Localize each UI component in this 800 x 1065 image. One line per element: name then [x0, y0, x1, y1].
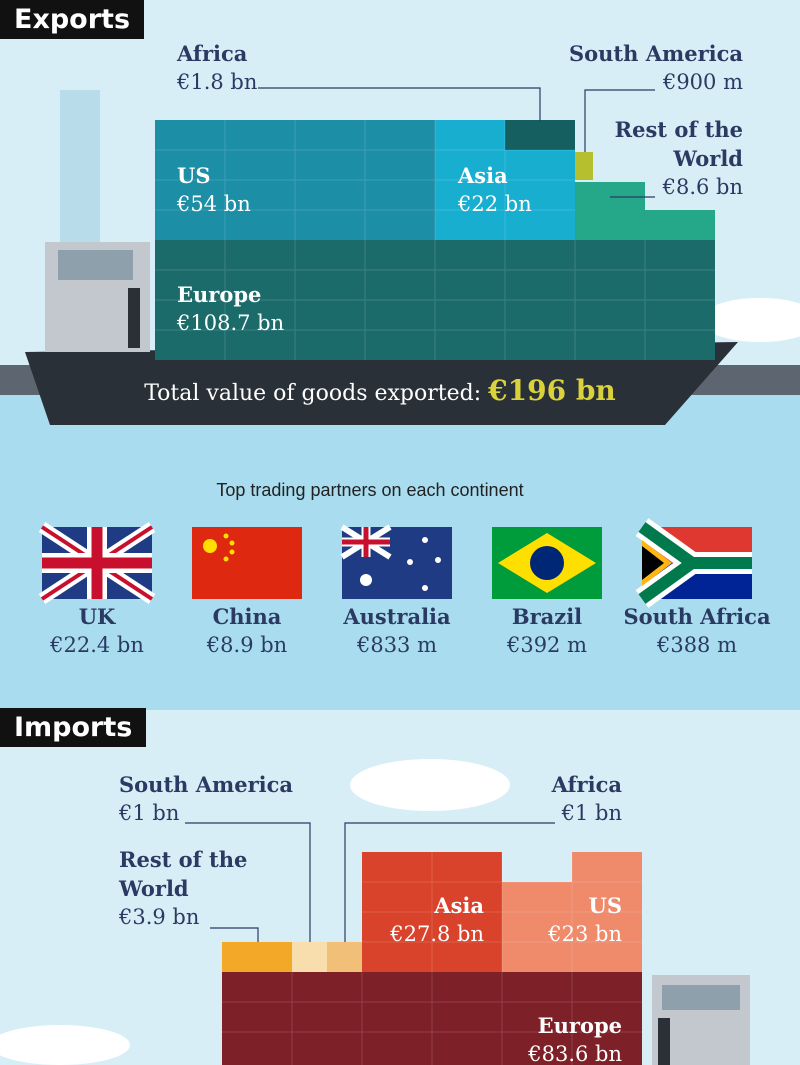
- text: Asia: [434, 893, 484, 918]
- flag-south-africa: [635, 518, 752, 608]
- text: US: [177, 163, 211, 188]
- text: South America: [119, 772, 294, 797]
- partners-title: Top trading partners on each continent: [216, 480, 524, 500]
- text: €83.6 bn: [528, 1042, 622, 1065]
- text: Africa: [551, 772, 622, 797]
- text: €22 bn: [458, 192, 532, 216]
- region-label: Rest of the World €8.6 bn: [600, 115, 743, 202]
- text: €54 bn: [177, 192, 251, 216]
- text: Asia: [458, 163, 508, 188]
- region-label: South America €900 m: [543, 39, 743, 97]
- text: US: [588, 893, 622, 918]
- flag-uk: [38, 521, 156, 605]
- region-label: Rest of the World €3.9 bn: [119, 845, 249, 932]
- partner: Australia €833 m: [322, 602, 472, 660]
- region-label: Asia €27.8 bn: [362, 891, 484, 949]
- region-label: South America €1 bn: [119, 770, 293, 828]
- text: €3.9 bn: [119, 905, 200, 929]
- text: €833 m: [356, 633, 438, 657]
- text: China: [212, 604, 282, 629]
- flag-china: [192, 527, 302, 599]
- section-title: Exports: [0, 0, 145, 39]
- text: Europe: [177, 282, 262, 307]
- region-label: Africa €1.8 bn: [177, 39, 257, 97]
- text: €22.4 bn: [50, 633, 144, 657]
- region-label: US €54 bn: [177, 161, 251, 219]
- text: Africa: [177, 41, 248, 66]
- text: €8.9 bn: [206, 633, 288, 657]
- section-title: Imports: [0, 708, 147, 747]
- text: €108.7 bn: [177, 311, 285, 335]
- text: Rest of the World: [119, 847, 248, 901]
- region-label: Asia €22 bn: [458, 161, 532, 219]
- text: Europe: [537, 1013, 622, 1038]
- region-label: Europe €108.7 bn: [177, 280, 284, 338]
- text: €8.6 bn: [662, 175, 743, 199]
- partner: UK €22.4 bn: [22, 602, 172, 660]
- region-label: US €23 bn: [502, 891, 622, 949]
- text: South America: [568, 41, 743, 66]
- partner: Brazil €392 m: [472, 602, 622, 660]
- text: €392 m: [506, 633, 588, 657]
- text: Total value of goods exported:: [144, 381, 482, 406]
- flag-australia: [340, 524, 452, 599]
- text: South Africa: [623, 604, 771, 629]
- text: €196 bn: [488, 374, 616, 407]
- text: €900 m: [662, 70, 743, 94]
- text: €1.8 bn: [177, 70, 258, 94]
- text: €1 bn: [119, 801, 180, 825]
- partner: South Africa €388 m: [620, 602, 774, 660]
- partner: China €8.9 bn: [172, 602, 322, 660]
- text: €27.8 bn: [390, 922, 484, 946]
- text: Australia: [343, 604, 451, 629]
- flag-brazil: [492, 527, 602, 599]
- region-label: Africa €1 bn: [450, 770, 622, 828]
- text: UK: [78, 604, 116, 629]
- text: €388 m: [656, 633, 738, 657]
- text: €23 bn: [548, 922, 622, 946]
- text: €1 bn: [561, 801, 622, 825]
- text: Rest of the World: [614, 117, 743, 171]
- text: Brazil: [511, 604, 583, 629]
- total: Total value of goods exported: €196 bn: [0, 374, 760, 407]
- region-label: Europe €83.6 bn: [472, 1011, 622, 1065]
